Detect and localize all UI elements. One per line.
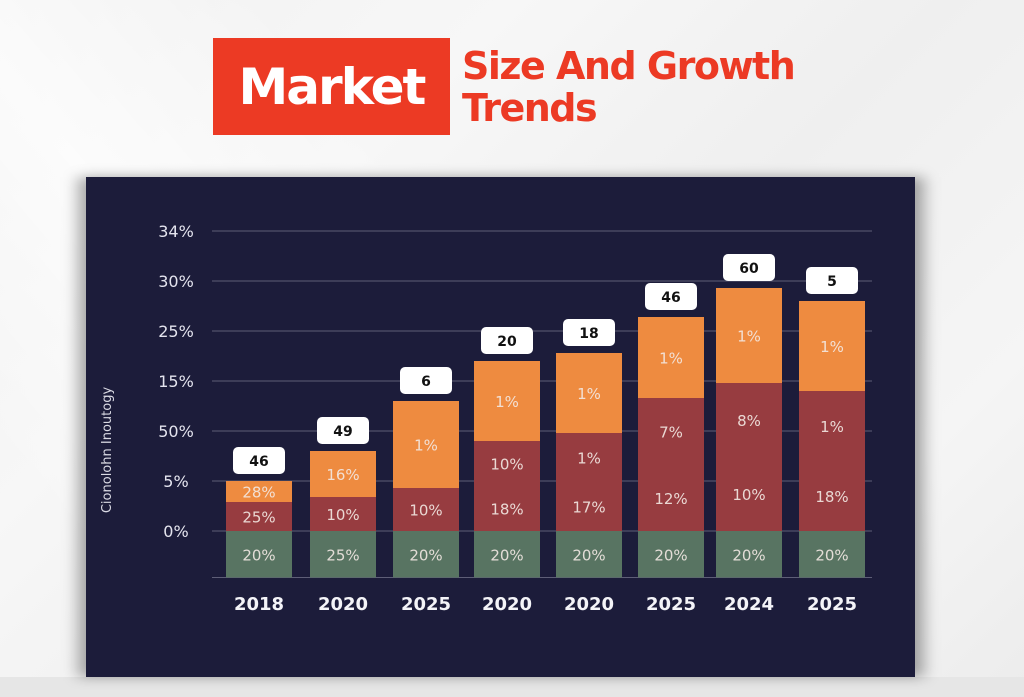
x-tick-label: 2024 xyxy=(724,594,774,615)
segment-label: 10% xyxy=(326,506,359,524)
segment-label: 20% xyxy=(572,546,605,564)
bar-segment-orange xyxy=(393,401,459,488)
segment-label: 20% xyxy=(654,546,687,564)
y-tick-label: 15% xyxy=(158,372,194,391)
x-tick-label: 2025 xyxy=(646,594,696,615)
segment-label: 1% xyxy=(820,338,844,356)
total-label-box xyxy=(400,367,452,394)
bar-segment-green xyxy=(474,531,540,578)
segment-label: 10% xyxy=(490,456,523,474)
segment-label: 1% xyxy=(495,393,519,411)
x-tick-label: 2020 xyxy=(318,594,368,615)
total-label: 6 xyxy=(421,374,431,390)
segment-label: 1% xyxy=(414,437,438,455)
bar-segment-green xyxy=(226,531,292,578)
total-label: 18 xyxy=(579,326,598,342)
bar-segment-green xyxy=(556,531,622,578)
total-label-box xyxy=(233,447,285,474)
bar-segment-green xyxy=(310,531,376,578)
total-label-box xyxy=(563,319,615,346)
bar-segment-red xyxy=(799,391,865,531)
y-tick-label: 34% xyxy=(158,222,194,241)
total-label-box xyxy=(481,327,533,354)
total-label: 60 xyxy=(739,261,759,277)
total-label: 20 xyxy=(497,334,517,350)
segment-label: 1% xyxy=(737,328,761,346)
bar-segment-red xyxy=(638,398,704,531)
segment-label: 1% xyxy=(577,450,601,468)
y-tick-label: 0% xyxy=(163,522,188,541)
segment-label: 25% xyxy=(326,546,359,564)
segment-label: 18% xyxy=(815,488,848,506)
segment-label: 10% xyxy=(409,502,442,520)
segment-label: 1% xyxy=(820,418,844,436)
segment-label: 25% xyxy=(242,509,275,527)
bar-segment-orange xyxy=(556,353,622,433)
bar-segment-orange xyxy=(226,481,292,502)
y-tick-label: 25% xyxy=(158,322,194,341)
bar-segment-red xyxy=(226,502,292,531)
title-line-2: Trends xyxy=(462,85,598,130)
segment-label: 7% xyxy=(659,423,683,441)
segment-label: 1% xyxy=(659,350,683,368)
bar-segment-green xyxy=(393,531,459,578)
segment-label: 8% xyxy=(737,412,761,430)
total-label-box xyxy=(317,417,369,444)
y-tick-label: 5% xyxy=(163,472,188,491)
bottom-strip xyxy=(0,677,1024,697)
bar-segment-orange xyxy=(638,317,704,398)
bar-segment-red xyxy=(474,441,540,531)
y-tick-label: 50% xyxy=(158,422,194,441)
x-tick-label: 2025 xyxy=(401,594,451,615)
bar-segment-red xyxy=(556,433,622,531)
bar-segment-red xyxy=(716,383,782,531)
title-highlight-box: Market xyxy=(213,38,450,135)
total-label: 5 xyxy=(827,274,837,290)
title-highlight: Market xyxy=(238,57,427,116)
page-title: Market Size And Growth Trends xyxy=(213,38,796,135)
segment-label: 10% xyxy=(732,486,765,504)
title-line-1: Size And Growth xyxy=(462,43,796,88)
segment-label: 12% xyxy=(654,490,687,508)
segment-label: 16% xyxy=(326,466,359,484)
total-label: 49 xyxy=(333,424,352,440)
segment-label: 28% xyxy=(242,484,275,502)
x-tick-label: 2018 xyxy=(234,594,284,615)
total-label-box xyxy=(806,267,858,294)
bar-segment-green xyxy=(716,531,782,578)
segment-label: 20% xyxy=(409,546,442,564)
bar-segment-orange xyxy=(310,451,376,497)
bar-segment-orange xyxy=(474,361,540,441)
segment-label: 17% xyxy=(572,499,605,517)
bar-segment-red xyxy=(393,488,459,531)
bar-segment-orange xyxy=(716,288,782,383)
total-label-box xyxy=(645,283,697,310)
segment-label: 18% xyxy=(490,501,523,519)
x-tick-label: 2020 xyxy=(482,594,532,615)
bar-segment-red xyxy=(310,497,376,531)
total-label: 46 xyxy=(249,454,268,470)
title-rest: Size And Growth Trends xyxy=(462,43,796,130)
segment-label: 20% xyxy=(815,546,848,564)
segment-label: 1% xyxy=(577,385,601,403)
segment-label: 20% xyxy=(490,546,523,564)
x-tick-label: 2020 xyxy=(564,594,614,615)
y-tick-label: 30% xyxy=(158,272,194,291)
bar-segment-green xyxy=(799,531,865,578)
segment-label: 20% xyxy=(732,546,765,564)
bar-segment-orange xyxy=(799,301,865,391)
segment-label: 20% xyxy=(242,546,275,564)
y-axis-title: Cionolohn Inoutogy xyxy=(100,386,115,514)
x-tick-label: 2025 xyxy=(807,594,857,615)
total-label-box xyxy=(723,254,775,281)
bar-segment-green xyxy=(638,531,704,578)
total-label: 46 xyxy=(661,290,680,306)
